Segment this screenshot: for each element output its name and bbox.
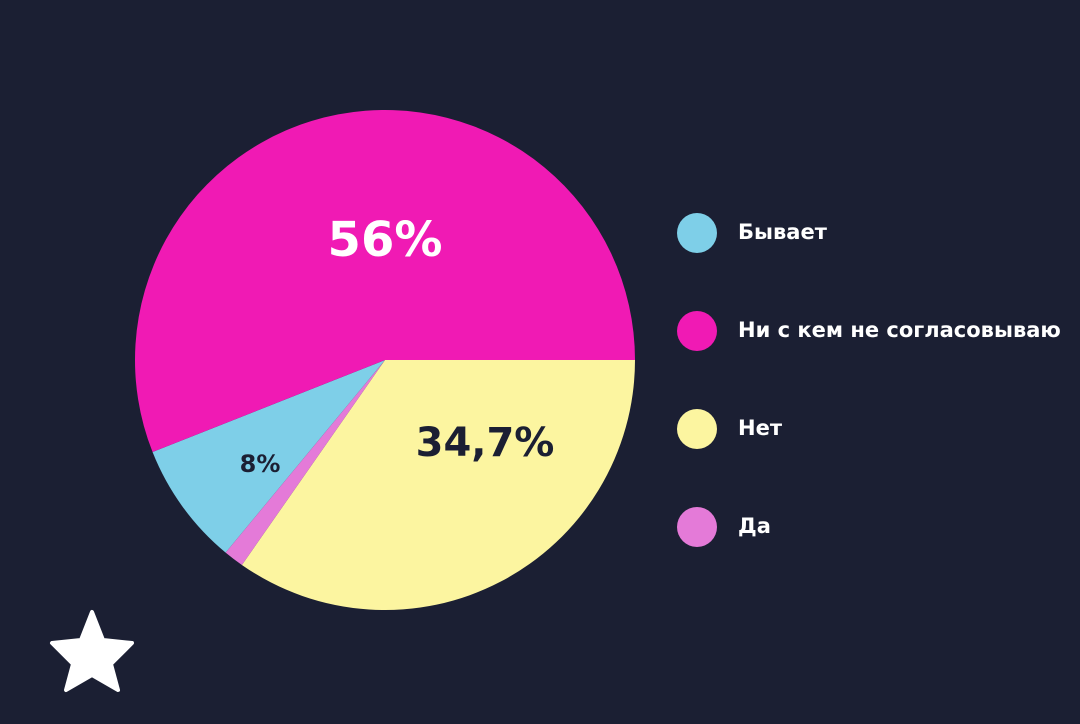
legend-swatch: [677, 409, 717, 449]
data-label: 56%: [328, 212, 443, 268]
data-label: 34,7%: [416, 420, 555, 466]
pie-slice: [225, 360, 385, 565]
data-label: 8%: [240, 450, 281, 478]
pie-slice: [152, 360, 385, 553]
pie-slice: [135, 110, 636, 453]
legend-swatch: [677, 213, 717, 253]
legend-swatch: [677, 507, 717, 547]
logo: [50, 610, 134, 692]
legend-label: Нет: [738, 416, 783, 440]
pie-slice: [241, 360, 635, 610]
legend-label: Да: [738, 514, 771, 538]
legend-label: Бывает: [738, 220, 828, 244]
legend-swatch: [677, 311, 717, 351]
legend-label: Ни с кем не согласовываю: [738, 318, 1061, 342]
